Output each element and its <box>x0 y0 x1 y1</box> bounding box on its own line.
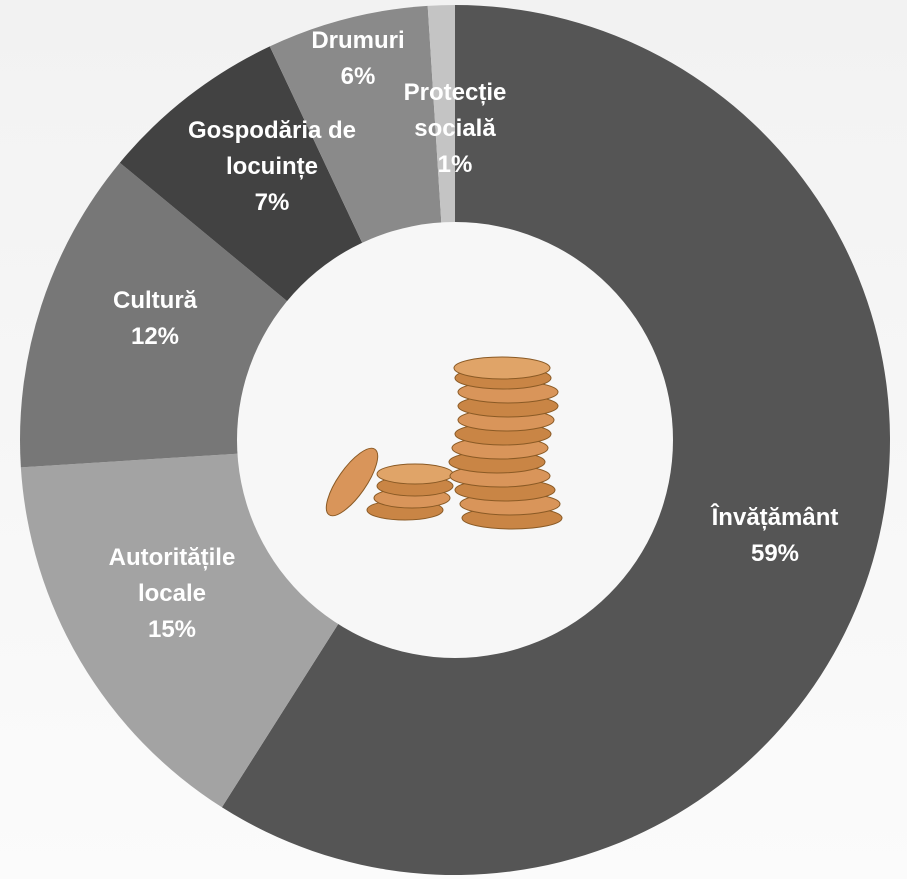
value-label: 1% <box>438 151 473 178</box>
labels: Învățământ 59% Autoritățile locale 15% Cultur… <box>109 27 839 643</box>
slice-label-line: Cultură <box>113 287 198 314</box>
value-label: 15% <box>148 616 196 643</box>
slice-label-line: locale <box>138 580 206 607</box>
slice-label: Protecție socială <box>404 79 507 142</box>
slice-label-line: Protecție <box>404 79 507 106</box>
slice-label: Autoritățile locale <box>109 544 236 607</box>
slice-label-line: locuințe <box>226 153 318 180</box>
slice-label: Cultură <box>113 287 198 314</box>
value-label: 6% <box>341 63 376 90</box>
value-label: 12% <box>131 323 179 350</box>
value-label: 59% <box>751 540 799 567</box>
slice-label: Drumuri <box>311 27 404 54</box>
slice-label: Gospodăria de locuințe <box>188 117 356 180</box>
slice-label-line: Învățământ <box>711 503 839 531</box>
donut-hole <box>237 222 673 658</box>
value-label: 7% <box>255 189 290 216</box>
coins-icon <box>325 356 563 530</box>
slice-label-line: Gospodăria de <box>188 117 356 144</box>
slice-label-line: Drumuri <box>311 27 404 54</box>
slice-label: Învățământ <box>711 503 839 531</box>
slice-label-line: socială <box>414 115 496 142</box>
slice-label-line: Autoritățile <box>109 544 236 571</box>
